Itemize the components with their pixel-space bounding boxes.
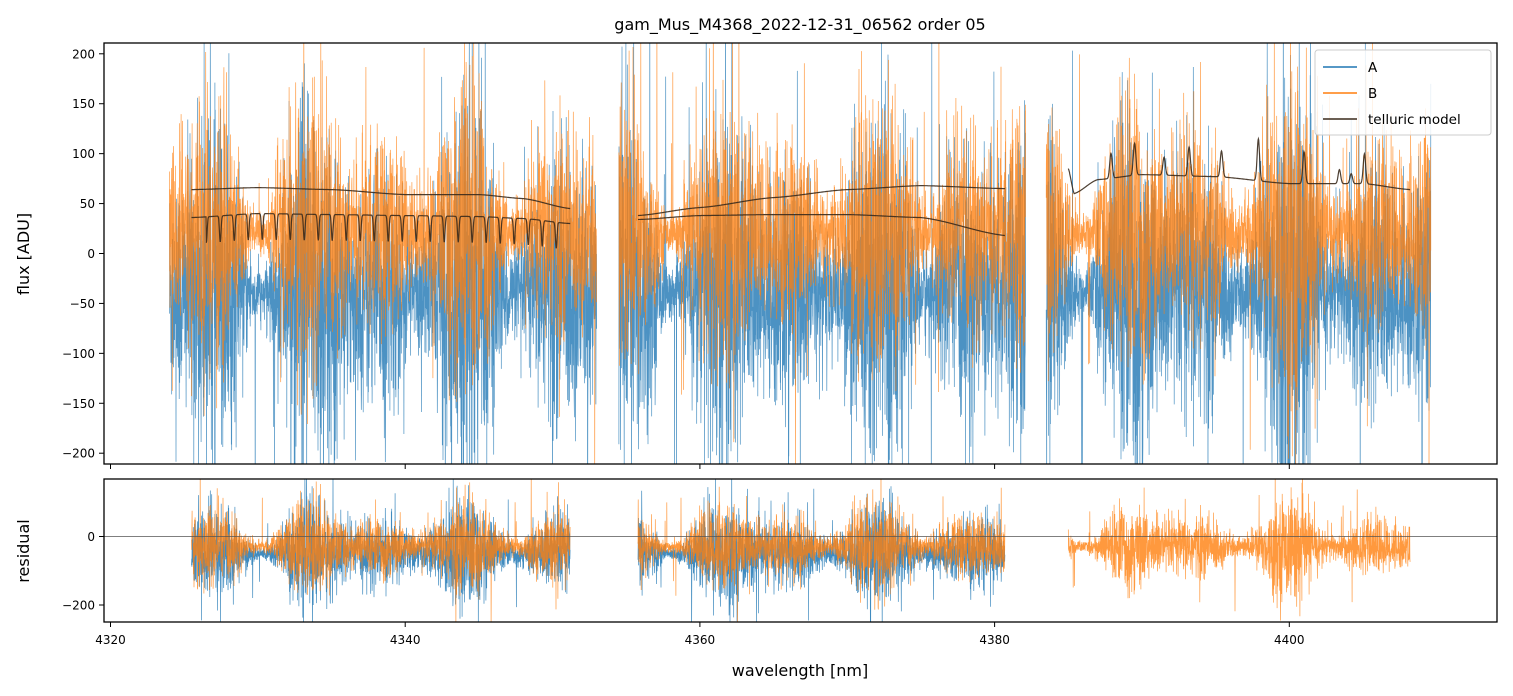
legend-label-b: B (1368, 86, 1377, 102)
flux-y-tick-label: −200 (62, 447, 95, 461)
telluric-model-line (1067, 136, 1411, 195)
flux-y-tick-label: −150 (62, 397, 95, 411)
flux-y-tick-label: 200 (72, 47, 95, 61)
legend-label-telluric: telluric model (1368, 112, 1461, 128)
residual-x-tick-label: 4340 (390, 633, 421, 647)
residual-y-tick-label: −200 (62, 599, 95, 613)
series-b-line (169, 43, 597, 464)
flux-y-tick-label: 0 (87, 247, 95, 261)
residual-panel-frame (103, 478, 1498, 623)
residual-x-tick-label: 4360 (685, 633, 716, 647)
residual-b-line (191, 479, 571, 622)
legend-label-a: A (1368, 60, 1378, 76)
legend: A B telluric model (1314, 49, 1492, 136)
flux-y-tick-label: −100 (62, 347, 95, 361)
series-b-line (1045, 43, 1432, 464)
chart-title: gam_Mus_M4368_2022-12-31_06562 order 05 (614, 15, 985, 35)
telluric-model-line (637, 185, 1005, 217)
series-b-line (618, 43, 1026, 464)
flux-x-axis (110, 464, 1290, 469)
telluric-model-line (191, 187, 571, 210)
residual-y-axis: −200 0 (62, 530, 104, 613)
flux-panel-data (169, 43, 1432, 464)
series-a-line (618, 43, 1026, 464)
flux-y-tick-label: 100 (72, 147, 95, 161)
flux-y-tick-label: 150 (72, 97, 95, 111)
residual-x-tick-label: 4380 (979, 633, 1010, 647)
flux-y-tick-label: 50 (80, 197, 95, 211)
residual-x-axis: 4320 4340 4360 4380 4400 (95, 622, 1305, 647)
legend-frame (1314, 49, 1492, 136)
flux-y-axis: −200 −150 −100 −50 0 50 100 150 200 (62, 47, 104, 461)
telluric-model-line (191, 213, 571, 249)
residual-y-tick-label: 0 (87, 530, 95, 544)
x-axis-label: wavelength [nm] (732, 661, 869, 680)
flux-y-axis-label: flux [ADU] (14, 213, 33, 295)
residual-x-tick-label: 4320 (95, 633, 126, 647)
residual-x-tick-label: 4400 (1274, 633, 1305, 647)
residual-y-axis-label: residual (14, 519, 33, 582)
residual-b-line (1067, 479, 1411, 621)
telluric-model-line (637, 214, 1005, 237)
flux-y-tick-label: −50 (70, 297, 95, 311)
residual-panel-data (104, 479, 1497, 622)
